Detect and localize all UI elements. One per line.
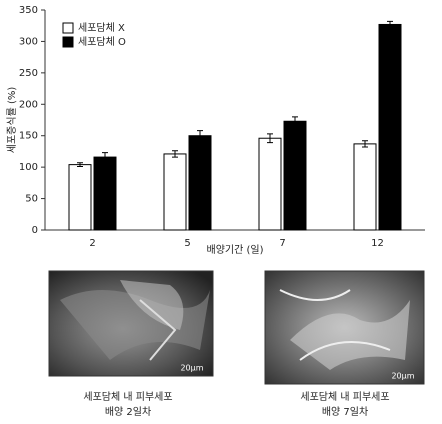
- bar: [258, 137, 282, 231]
- y-axis-label: 세포증식률 (%): [6, 87, 18, 154]
- micrograph: [48, 270, 214, 377]
- error-bar: [387, 20, 393, 29]
- bar: [93, 156, 117, 231]
- scale-label: 20μm: [391, 372, 414, 381]
- bar: [378, 23, 402, 231]
- bar: [188, 135, 212, 231]
- legend-swatch: [62, 22, 74, 34]
- y-tick-label: 150: [19, 131, 38, 142]
- x-tick-label: 12: [371, 238, 384, 249]
- x-axis-label: 배양기간 (일): [207, 244, 264, 256]
- micrograph: [264, 270, 425, 385]
- y-tick-label: 350: [19, 5, 38, 16]
- y-tick-label: 50: [25, 194, 38, 205]
- caption: 세포담체 내 피부세포: [83, 391, 172, 403]
- scale-label: 20μm: [180, 364, 203, 373]
- y-tick-label: 250: [19, 68, 38, 79]
- bar: [163, 153, 187, 231]
- legend-swatch: [62, 36, 74, 48]
- error-bar: [197, 130, 203, 142]
- bar: [353, 143, 377, 231]
- legend-label: 세포담체 O: [78, 36, 126, 48]
- error-bar: [362, 140, 368, 148]
- caption: 세포담체 내 피부세포: [300, 391, 389, 403]
- error-bar: [172, 150, 178, 158]
- y-tick-label: 200: [19, 99, 38, 110]
- y-tick-label: 100: [19, 162, 38, 173]
- caption: 배양 2일차: [105, 406, 151, 418]
- y-tick-label: 300: [19, 36, 38, 47]
- error-bar: [77, 162, 83, 168]
- bar: [283, 120, 307, 231]
- error-bar: [292, 116, 298, 127]
- x-tick-label: 5: [184, 238, 190, 249]
- caption: 배양 7일차: [322, 406, 368, 418]
- x-tick-label: 2: [89, 238, 95, 249]
- legend-label: 세포담체 X: [78, 22, 125, 34]
- error-bar: [102, 152, 108, 162]
- x-tick-label: 7: [279, 238, 285, 249]
- bar: [68, 164, 92, 231]
- error-bar: [267, 133, 273, 144]
- y-tick-label: 0: [32, 225, 38, 236]
